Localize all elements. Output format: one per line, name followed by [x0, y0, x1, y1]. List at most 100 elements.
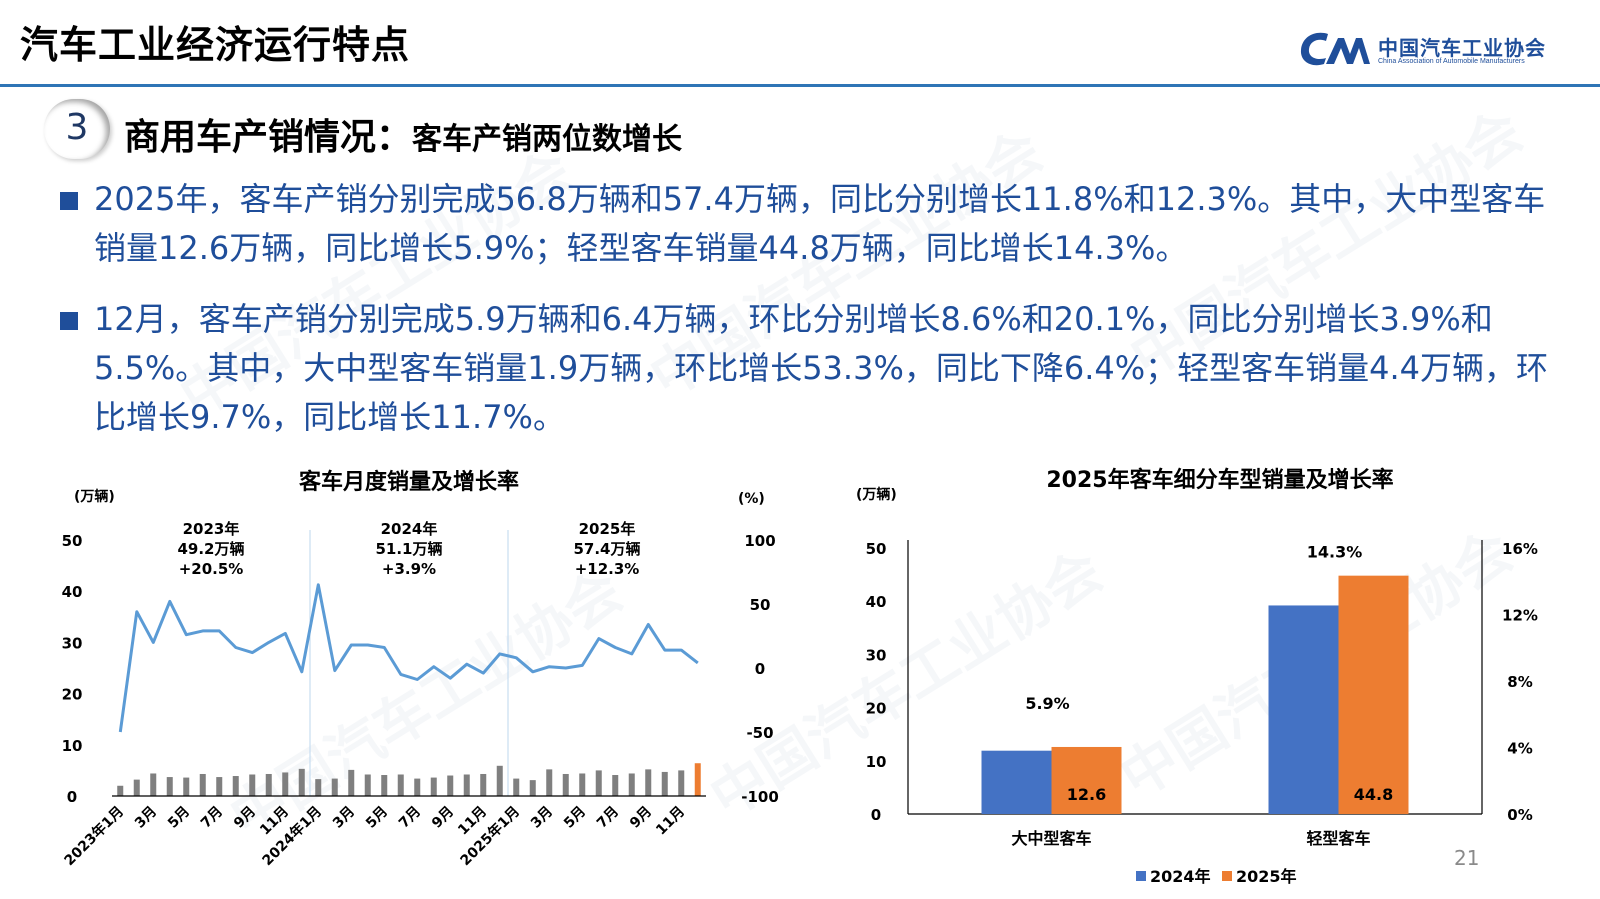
chart2-left-unit: (万辆)	[856, 486, 897, 503]
logo-text-cn: 中国汽车工业协会	[1378, 36, 1546, 60]
chart1-left-unit: (万辆)	[74, 488, 115, 505]
chart2-left-tick-label: 10	[866, 753, 887, 771]
chart1-x-tick-label: 5月	[561, 804, 589, 832]
chart2-right-tick-label: 4%	[1507, 740, 1532, 758]
chart2-title: 2025年客车细分车型销量及增长率	[1046, 467, 1393, 493]
chart1-bar	[117, 785, 124, 796]
section-number: 3	[65, 107, 89, 148]
chart1-annotation-value: 49.2万辆	[177, 540, 244, 558]
chart2-right-tick-label: 12%	[1502, 607, 1538, 625]
chart1-bar	[298, 768, 305, 796]
chart1-annotation-growth: +3.9%	[382, 560, 436, 578]
chart1-bar	[645, 769, 652, 796]
chart1-bar	[579, 773, 586, 796]
chart1-x-tick-label: 9月	[429, 804, 457, 832]
chart2-legend-swatch	[1136, 871, 1146, 881]
chart1-bar	[150, 773, 157, 796]
bullet-item: 2025年，客车产销分别完成56.8万辆和57.4万辆，同比分别增长11.8%和…	[60, 175, 1570, 275]
section-subtitle: 客车产销两位数增长	[412, 122, 683, 157]
chart1-x-tick-label: 7月	[594, 804, 622, 832]
chart2-left-tick-label: 40	[866, 593, 887, 611]
chart2-growth-label: 5.9%	[1025, 694, 1069, 713]
chart2-bar-value-label: 44.8	[1354, 785, 1393, 804]
chart1-annotation-growth: +20.5%	[179, 560, 244, 578]
chart2-bar	[1051, 746, 1122, 814]
chart1-annotation-year: 2024年	[381, 520, 438, 538]
chart1-bar	[249, 774, 256, 796]
chart1-bar	[529, 780, 536, 796]
chart1-bar	[364, 774, 371, 796]
chart1-annotation-year: 2023年	[183, 520, 240, 538]
chart1-bar	[430, 777, 437, 796]
chart1-annotation-growth: +12.3%	[575, 560, 640, 578]
logo-text-en: China Association of Automobile Manufact…	[1378, 58, 1525, 65]
chart1-right-tick-label: 0	[755, 660, 765, 678]
chart1-bar	[628, 773, 635, 796]
chart2-growth-label: 14.3%	[1307, 543, 1363, 562]
chart1-left-tick-label: 0	[67, 788, 77, 806]
chart1-left-tick-label: 50	[62, 532, 83, 550]
page-title: 汽车工业经济运行特点	[20, 23, 411, 67]
chart1-bar	[315, 779, 322, 796]
caam-logo: 中国汽车工业协会 China Association of Automobile…	[1298, 26, 1598, 76]
chart1-x-tick-label: 3月	[330, 804, 358, 832]
chart2-bar	[981, 750, 1052, 814]
chart1-bar	[661, 771, 668, 796]
chart2-legend-label: 2025年	[1236, 867, 1297, 886]
chart1-right-tick-label: 50	[750, 596, 771, 614]
chart1-right-tick-label: -50	[746, 724, 773, 742]
chart1-bar	[595, 770, 602, 796]
chart2-left-tick-label: 0	[871, 806, 881, 824]
chart2-bar	[1338, 575, 1409, 814]
bullet-text: 12月，客车产销分别完成5.9万辆和6.4万辆，环比分别增长8.6%和20.1%…	[94, 300, 1549, 436]
page-number: 21	[1454, 846, 1480, 870]
chart1-left-tick-label: 20	[62, 686, 83, 704]
chart1-x-tick-label: 7月	[198, 804, 226, 832]
chart1-x-tick-label: 5月	[363, 804, 391, 832]
chart1-bar	[496, 765, 503, 796]
chart1-bar	[513, 778, 520, 796]
chart1-x-tick-label: 11月	[653, 804, 688, 839]
chart1-bar	[480, 773, 487, 796]
bullet-marker	[60, 192, 78, 210]
chart1-bar	[397, 774, 404, 796]
chart1-x-tick-label: 2023年1月	[61, 803, 127, 869]
chart2-right-tick-label: 8%	[1507, 673, 1532, 691]
bullet-marker	[60, 312, 78, 330]
bullet-item: 12月，客车产销分别完成5.9万辆和6.4万辆，环比分别增长8.6%和20.1%…	[60, 295, 1570, 445]
chart1-right-unit: (%)	[738, 491, 765, 507]
chart1-bar	[282, 772, 289, 796]
chart1-bar	[133, 779, 140, 796]
chart2-bar	[1268, 605, 1339, 814]
chart2-right-tick-label: 16%	[1502, 540, 1538, 558]
chart1-right-tick-label: 100	[744, 532, 775, 550]
chart1-bar	[331, 778, 338, 796]
chart1-annotation-year: 2025年	[579, 520, 636, 538]
chart2-left-tick-label: 30	[866, 646, 887, 664]
header-divider	[0, 84, 1600, 87]
chart1-bar	[678, 770, 685, 796]
chart1-x-tick-label: 7月	[396, 804, 424, 832]
chart1-x-tick-label: 3月	[132, 804, 160, 832]
chart1-bar	[199, 773, 206, 796]
chart2-left-tick-label: 50	[866, 540, 887, 558]
chart1-bar	[183, 777, 190, 796]
chart1-bar	[694, 763, 701, 796]
chart1-bar	[216, 777, 223, 796]
chart2-category-label: 轻型客车	[1306, 829, 1370, 848]
chart1-annotation-value: 51.1万辆	[375, 540, 442, 558]
chart1-left-tick-label: 40	[62, 583, 83, 601]
chart2-bar-value-label: 12.6	[1067, 785, 1106, 804]
chart1-x-tick-label: 9月	[231, 804, 259, 832]
chart1-bar	[232, 776, 239, 796]
bullet-text: 2025年，客车产销分别完成56.8万辆和57.4万辆，同比分别增长11.8%和…	[94, 180, 1546, 267]
chart1-left-tick-label: 30	[62, 634, 83, 652]
section-title: 商用车产销情况：客车产销两位数增长	[124, 108, 682, 160]
section-number-badge: 3	[44, 99, 110, 159]
chart1-x-tick-label: 3月	[528, 804, 556, 832]
chart1-bar	[447, 775, 454, 796]
chart1-bar	[612, 775, 619, 796]
chart1-x-tick-label: 9月	[627, 804, 655, 832]
chart2-right-tick-label: 0%	[1507, 806, 1532, 824]
